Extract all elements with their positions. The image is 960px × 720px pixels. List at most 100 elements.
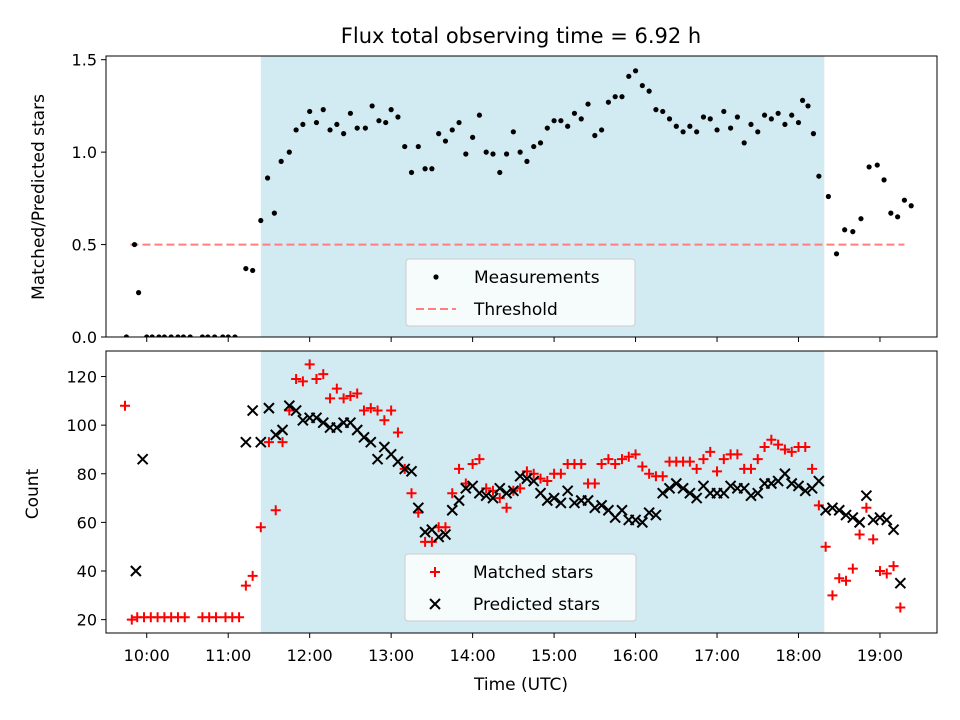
matched-star-point bbox=[718, 454, 729, 465]
matched-star-point bbox=[126, 614, 137, 625]
measurement-point bbox=[220, 334, 226, 337]
predicted-star-point bbox=[595, 499, 608, 512]
matched-star-point bbox=[841, 575, 852, 586]
predicted-star-point bbox=[650, 509, 662, 521]
matched-star-point bbox=[637, 461, 648, 472]
predicted-star-point bbox=[786, 477, 798, 490]
measurement-point bbox=[463, 151, 469, 157]
measurement-point bbox=[149, 334, 155, 337]
predicted-star-point bbox=[460, 482, 472, 495]
predicted-star-point bbox=[371, 453, 384, 465]
predicted-star-point bbox=[487, 492, 499, 504]
x-tick-label: 16:00 bbox=[613, 646, 659, 665]
x-tick-label: 18:00 bbox=[775, 646, 821, 665]
matched-star-point bbox=[874, 566, 885, 577]
measurement-point bbox=[442, 138, 449, 144]
matched-star-point bbox=[365, 403, 376, 414]
matched-star-point bbox=[318, 369, 329, 380]
legend-box bbox=[405, 258, 636, 327]
matched-star-point bbox=[352, 388, 363, 399]
matched-star-point bbox=[447, 488, 458, 499]
measurement-point bbox=[362, 125, 368, 131]
measurement-point bbox=[476, 112, 483, 118]
y-tick-label: 1.5 bbox=[72, 51, 97, 70]
measurement-point bbox=[632, 68, 639, 74]
predicted-star-point bbox=[724, 480, 737, 492]
predicted-star-point bbox=[833, 504, 845, 516]
measurement-point bbox=[187, 334, 193, 337]
matched-star-point bbox=[779, 444, 790, 455]
predicted-star-point bbox=[507, 485, 520, 497]
y-tick-label: 1.0 bbox=[72, 143, 97, 162]
measurement-point bbox=[551, 118, 557, 124]
matched-star-point bbox=[820, 541, 831, 552]
matched-star-point bbox=[454, 463, 465, 474]
measurement-point bbox=[833, 251, 840, 257]
legend-marker-measurements bbox=[433, 274, 439, 280]
measurement-point bbox=[383, 119, 389, 126]
matched-star-point bbox=[759, 442, 770, 453]
y-tick-label: 120 bbox=[66, 368, 97, 387]
measurement-point bbox=[850, 229, 856, 235]
predicted-star-point bbox=[541, 494, 554, 507]
measurement-point bbox=[341, 131, 347, 137]
measurement-point bbox=[354, 125, 360, 131]
measurement-point bbox=[320, 107, 326, 113]
measurement-point bbox=[761, 112, 768, 118]
top-y-axis-label: Matched/Predicted stars bbox=[29, 94, 49, 300]
predicted-star-point bbox=[412, 502, 425, 514]
measurement-point bbox=[578, 116, 584, 122]
matched-star-point bbox=[263, 437, 274, 448]
predicted-star-point bbox=[670, 477, 683, 490]
predicted-star-point bbox=[365, 436, 377, 448]
predicted-star-point bbox=[657, 487, 669, 499]
measurement-point bbox=[175, 334, 181, 337]
predicted-star-point bbox=[290, 404, 302, 417]
predicted-star-point bbox=[779, 468, 791, 480]
measurement-point bbox=[599, 127, 605, 133]
matched-star-point bbox=[240, 580, 251, 591]
measurement-point bbox=[558, 118, 564, 124]
matched-star-point bbox=[847, 563, 858, 574]
measurement-point bbox=[714, 127, 720, 133]
predicted-star-point bbox=[799, 485, 811, 497]
predicted-star-point bbox=[453, 494, 465, 507]
measurement-point bbox=[734, 114, 740, 120]
measurement-point bbox=[565, 123, 571, 129]
measurement-point bbox=[415, 143, 421, 150]
predicted-star-point bbox=[874, 511, 886, 524]
measurement-point bbox=[402, 143, 408, 150]
measurement-point bbox=[456, 119, 462, 126]
measurement-point bbox=[842, 227, 848, 233]
matched-star-point bbox=[358, 405, 369, 416]
measurement-point bbox=[680, 129, 686, 135]
measurement-point bbox=[721, 108, 727, 115]
measurement-point bbox=[212, 334, 218, 337]
matched-star-point bbox=[854, 529, 865, 540]
measurement-point bbox=[490, 151, 496, 157]
matched-star-point bbox=[467, 459, 478, 470]
y-tick-label: 100 bbox=[66, 416, 97, 435]
y-tick-label: 0.0 bbox=[72, 328, 97, 347]
predicted-star-point bbox=[636, 516, 649, 529]
matched-star-point bbox=[406, 488, 417, 499]
predicted-star-point bbox=[860, 489, 873, 502]
predicted-star-point bbox=[240, 436, 252, 448]
predicted-star-point bbox=[439, 528, 452, 541]
measurement-point bbox=[347, 110, 354, 116]
measurement-point bbox=[422, 166, 428, 172]
predicted-star-point bbox=[867, 514, 879, 526]
matched-star-point bbox=[705, 446, 716, 457]
x-tick-label: 13:00 bbox=[368, 646, 414, 665]
legend-marker-predicted bbox=[429, 598, 441, 610]
predicted-star-point bbox=[629, 514, 642, 526]
predicted-star-point bbox=[561, 485, 574, 497]
predicted-star-point bbox=[826, 502, 839, 514]
measurement-point bbox=[653, 107, 659, 113]
matched-star-point bbox=[773, 439, 784, 450]
measurement-point bbox=[728, 125, 734, 131]
top-axes-frame bbox=[105, 55, 938, 338]
matched-star-point bbox=[255, 522, 266, 533]
measurement-point bbox=[449, 127, 455, 133]
measurement-point bbox=[908, 203, 914, 209]
